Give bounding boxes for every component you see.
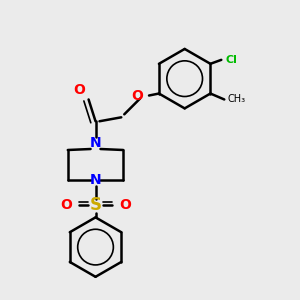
- Text: N: N: [90, 173, 101, 187]
- Text: Cl: Cl: [225, 55, 237, 65]
- Text: S: S: [89, 196, 101, 214]
- Text: CH₃: CH₃: [227, 94, 245, 104]
- Text: O: O: [131, 88, 143, 103]
- Text: O: O: [60, 199, 72, 212]
- Text: N: N: [90, 136, 101, 150]
- Text: O: O: [119, 199, 131, 212]
- Text: O: O: [73, 82, 85, 97]
